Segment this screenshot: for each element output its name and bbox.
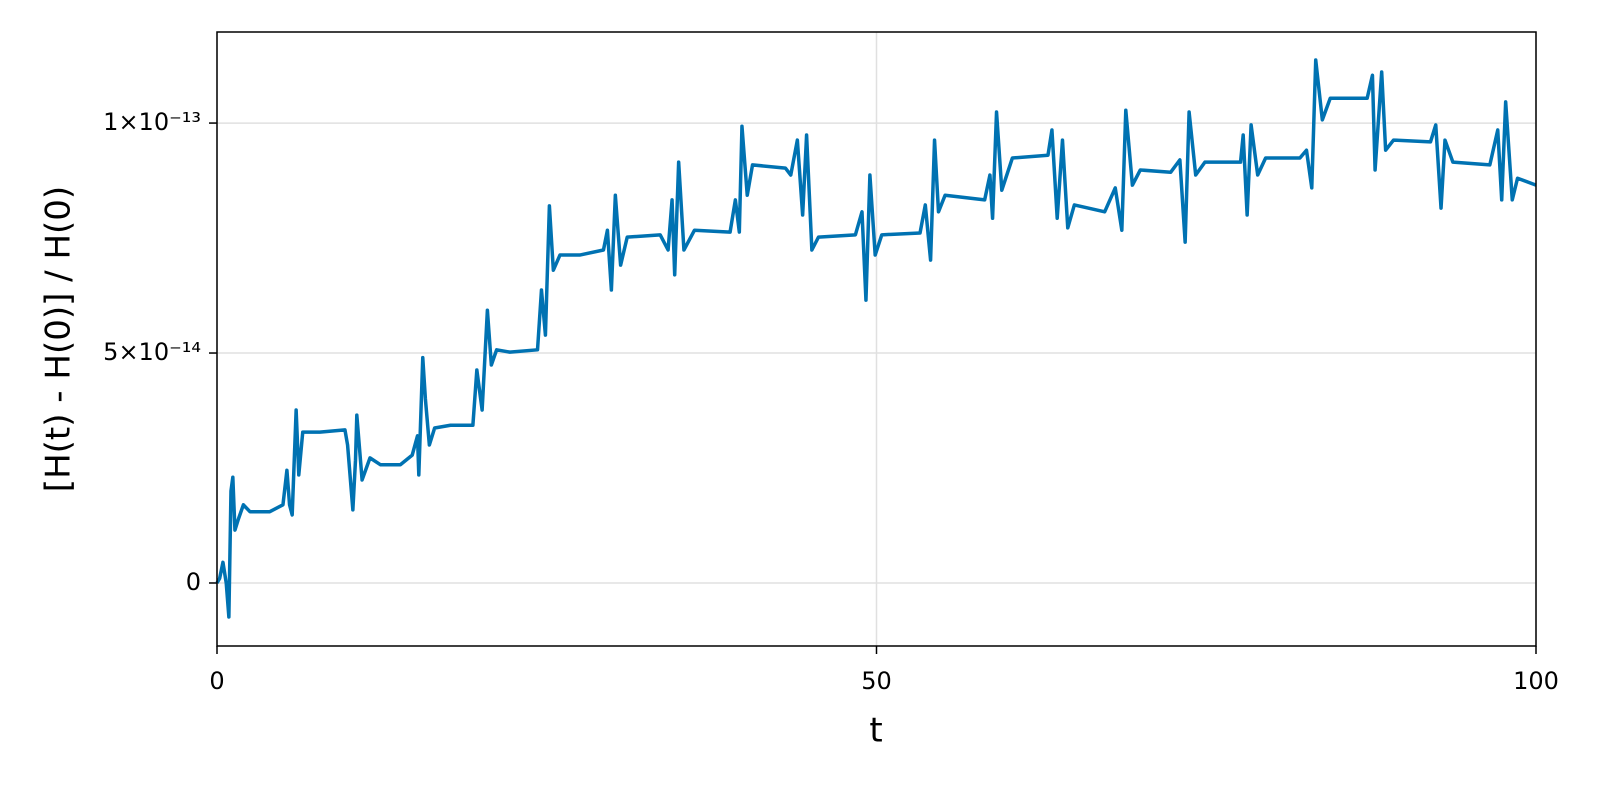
y-axis-label: [H(t) - H(0)] / H(0) <box>39 186 79 492</box>
plot-frame <box>216 31 1537 647</box>
x-tick-label: 50 <box>861 667 892 695</box>
y-tick-label: 1×10⁻¹³ <box>103 108 201 136</box>
y-tick-label: 0 <box>186 568 201 596</box>
y-tick-label: 5×10⁻¹⁴ <box>103 338 201 366</box>
x-tick-label: 0 <box>209 667 224 695</box>
x-axis-label: t <box>869 711 882 751</box>
x-tick-label: 100 <box>1513 667 1559 695</box>
data-line <box>215 58 1537 619</box>
